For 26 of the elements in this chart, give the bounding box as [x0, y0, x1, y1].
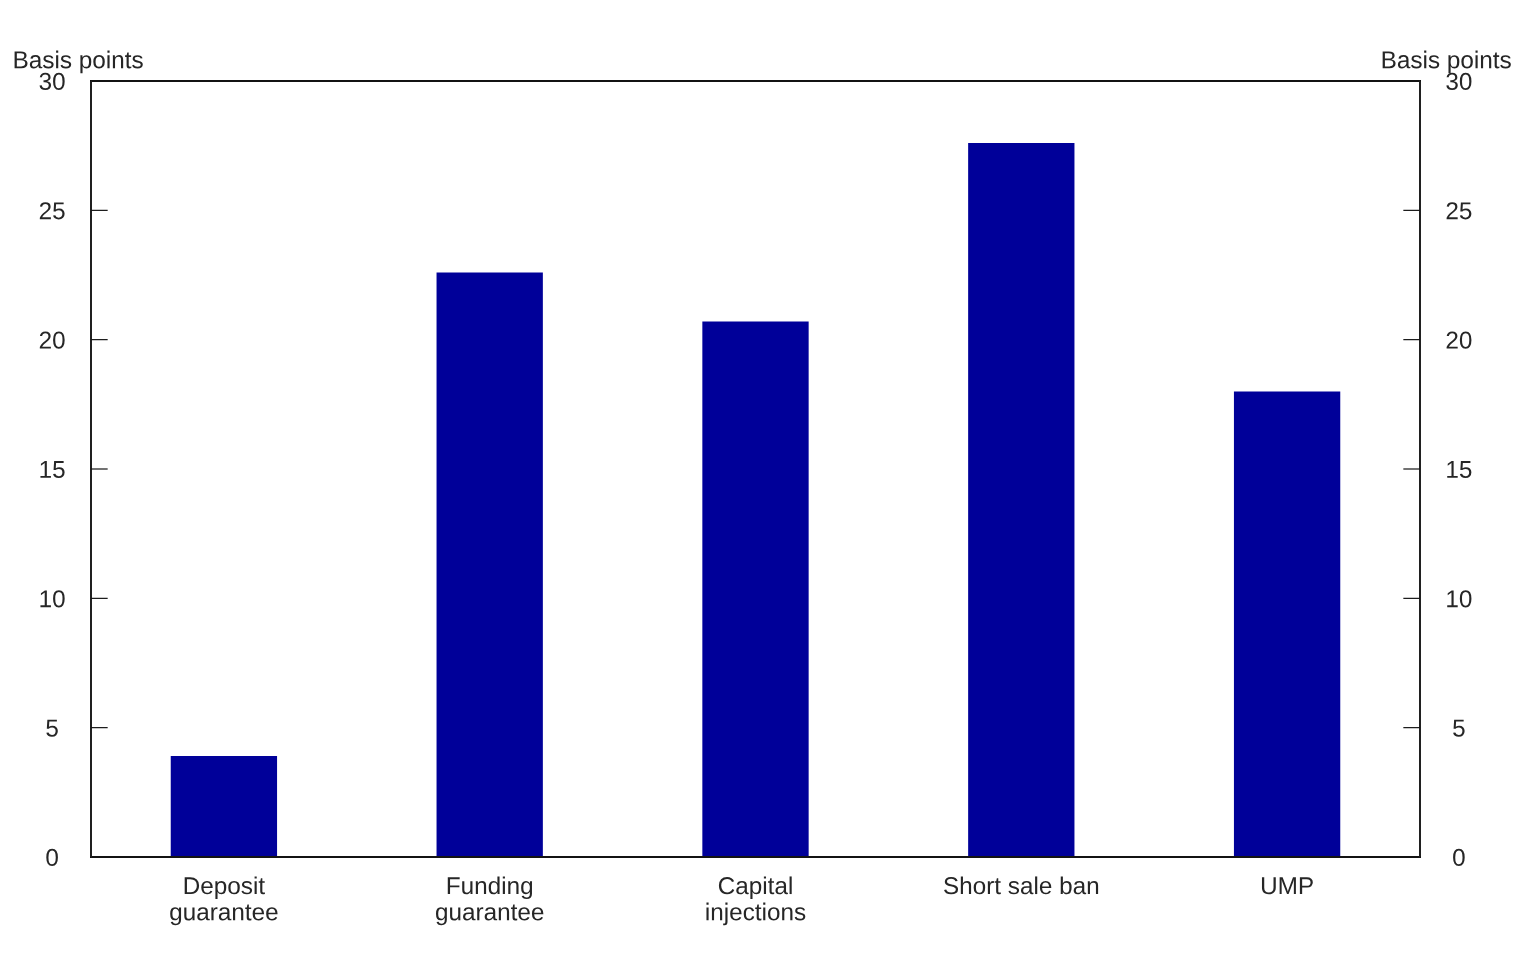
y-tick-label: 25 — [39, 202, 65, 220]
y-tick-label: 20 — [39, 331, 65, 349]
y-tick-label: 30 — [39, 72, 65, 91]
y2-tick-label: 15 — [1447, 461, 1472, 479]
y2-tick-label: 0 — [1453, 848, 1465, 867]
x-tick-label: Funding guarantee — [435, 876, 544, 926]
x-tick-label: UMP — [1261, 877, 1313, 895]
bar — [968, 143, 1075, 857]
y2-tick-label: 30 — [1446, 72, 1472, 91]
y-axis-title: Basis points — [14, 50, 143, 74]
y2-tick-label: 5 — [1453, 719, 1465, 737]
y2-tick-label: 20 — [1446, 331, 1472, 349]
y2-tick-label: 10 — [1447, 590, 1472, 608]
y2-axis-title: Basis points — [1382, 50, 1511, 74]
y-tick-label: 15 — [40, 461, 65, 479]
y-tick-label: 5 — [46, 719, 58, 737]
x-tick-label: Capital injections — [706, 876, 806, 926]
bar — [702, 321, 809, 857]
y-tick-label: 0 — [46, 848, 58, 867]
x-tick-label: Deposit guarantee — [170, 876, 278, 926]
x-tick-label: Short sale ban — [944, 876, 1099, 895]
bar — [1233, 391, 1341, 857]
bar — [170, 756, 278, 857]
y2-tick-label: 25 — [1446, 202, 1472, 220]
y-tick-label: 10 — [40, 590, 65, 608]
bar — [436, 272, 543, 857]
